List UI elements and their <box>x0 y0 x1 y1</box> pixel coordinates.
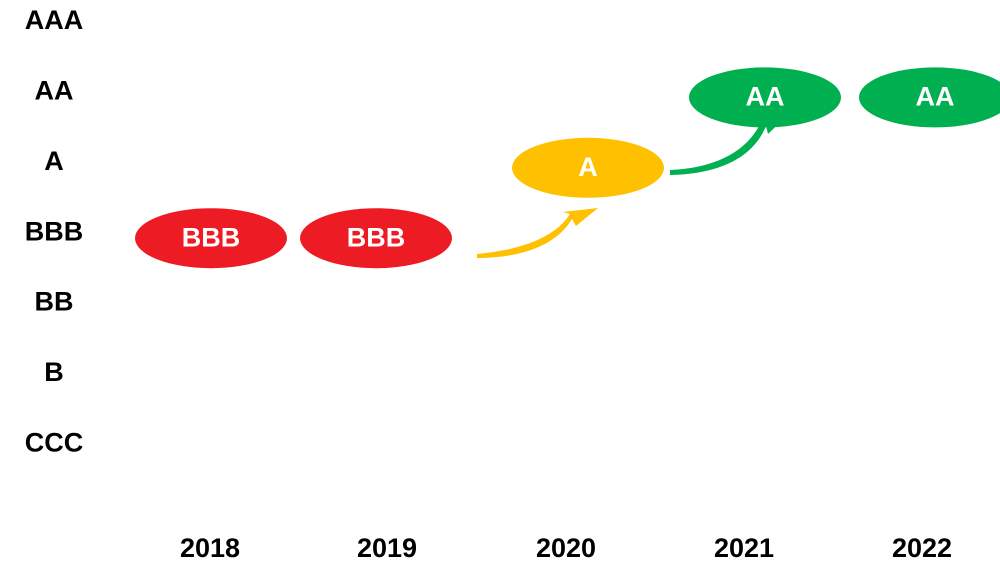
rating-badge <box>300 208 452 269</box>
arrow <box>670 113 790 175</box>
rating-level-label: AA <box>35 76 74 106</box>
rating-badge-label: BBB <box>182 222 241 252</box>
rating-badge-label: AA <box>916 82 955 112</box>
rating-badge <box>859 67 1000 128</box>
year-label: 2022 <box>892 533 952 563</box>
year-label: 2018 <box>180 533 240 563</box>
rating-badge-label: A <box>578 152 598 182</box>
rating-badge <box>512 137 664 198</box>
year-label: 2019 <box>357 533 417 563</box>
rating-level-label: CCC <box>25 428 84 458</box>
rating-level-label: A <box>44 146 64 176</box>
rating-badge-label: BBB <box>347 222 406 252</box>
arrow <box>477 208 598 258</box>
rating-level-label: B <box>44 357 64 387</box>
rating-level-label: BBB <box>25 216 84 246</box>
rating-badge <box>689 67 841 128</box>
rating-badge-label: AA <box>746 82 785 112</box>
rating-level-label: AAA <box>25 5 84 35</box>
year-label: 2020 <box>536 533 596 563</box>
rating-badge <box>135 208 287 269</box>
rating-level-label: BB <box>35 287 74 317</box>
year-label: 2021 <box>714 533 774 563</box>
